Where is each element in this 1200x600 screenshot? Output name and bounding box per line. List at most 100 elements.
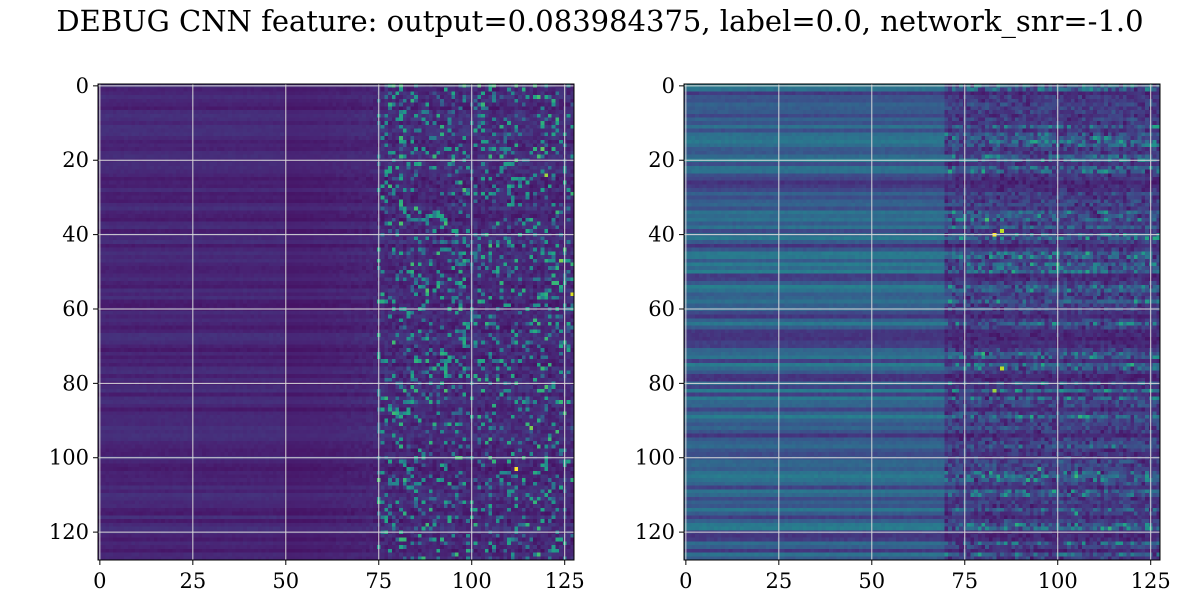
heatmap-cell <box>117 99 121 103</box>
heatmap-cell <box>384 95 388 99</box>
heatmap-cell <box>206 114 210 118</box>
heatmap-cell <box>396 95 400 99</box>
heatmap-cell <box>187 95 191 99</box>
heatmap-cell <box>143 110 147 114</box>
heatmap-cell <box>236 88 240 92</box>
heatmap-cell <box>462 95 466 99</box>
heatmap-cell <box>336 110 340 114</box>
heatmap-cell <box>314 106 318 110</box>
heatmap-cell <box>105 110 109 114</box>
heatmap-cell <box>403 110 407 114</box>
heatmap-cell <box>522 95 526 99</box>
heatmap-cell <box>187 103 191 107</box>
heatmap-cell <box>124 99 128 103</box>
heatmap-cell <box>481 103 485 107</box>
heatmap-cell <box>184 110 188 114</box>
heatmap-cell <box>351 103 355 107</box>
heatmap-cell <box>492 106 496 110</box>
heatmap-cell <box>154 114 158 118</box>
heatmap-cell <box>522 99 526 103</box>
heatmap-cell <box>113 114 117 118</box>
heatmap-cell <box>291 106 295 110</box>
heatmap-cell <box>303 106 307 110</box>
heatmap-cell <box>496 106 500 110</box>
heatmap-cell <box>392 106 396 110</box>
heatmap-cell <box>143 103 147 107</box>
heatmap-cell <box>158 114 162 118</box>
heatmap-cell <box>474 106 478 110</box>
heatmap-cell <box>139 103 143 107</box>
heatmap-cell <box>161 88 165 92</box>
heatmap-cell <box>243 106 247 110</box>
heatmap-cell <box>135 114 139 118</box>
heatmap-cells <box>98 84 574 560</box>
heatmap-cell <box>518 110 522 114</box>
heatmap-cell <box>228 88 232 92</box>
heatmap-cell <box>165 103 169 107</box>
heatmap-cell <box>217 91 221 95</box>
heatmap-cell <box>169 88 173 92</box>
heatmap-cell <box>291 110 295 114</box>
heatmap-cell <box>529 99 533 103</box>
heatmap-cell <box>198 106 202 110</box>
heatmap-cell <box>295 110 299 114</box>
heatmap-cell <box>548 95 552 99</box>
heatmap-cell <box>277 88 281 92</box>
heatmap-cell <box>120 106 124 110</box>
heatmap-cell <box>206 103 210 107</box>
heatmap-cell <box>258 88 262 92</box>
heatmap-cell <box>213 106 217 110</box>
heatmap-cell <box>213 103 217 107</box>
heatmap-cell <box>496 95 500 99</box>
heatmap-cell <box>425 99 429 103</box>
heatmap-cell <box>347 110 351 114</box>
heatmap-cell <box>492 95 496 99</box>
heatmap-cell <box>347 99 351 103</box>
heatmap-cell <box>373 106 377 110</box>
heatmap-cell <box>291 88 295 92</box>
heatmap-cell <box>477 103 481 107</box>
heatmap-cell <box>161 103 165 107</box>
heatmap-cell <box>466 91 470 95</box>
heatmap-cell <box>392 88 396 92</box>
heatmap-cell <box>210 88 214 92</box>
heatmap-cell <box>433 106 437 110</box>
heatmap-cell <box>250 99 254 103</box>
heatmap-cell <box>317 99 321 103</box>
heatmap-cell <box>269 95 273 99</box>
heatmap-cell <box>414 110 418 114</box>
heatmap-cell <box>314 95 318 99</box>
heatmap-cell <box>455 91 459 95</box>
heatmap-cell <box>436 110 440 114</box>
heatmap-cell <box>496 91 500 95</box>
heatmap-cell <box>247 110 251 114</box>
heatmap-cell <box>247 95 251 99</box>
heatmap-cell <box>477 91 481 95</box>
heatmap-cell <box>161 106 165 110</box>
heatmap-cell <box>522 110 526 114</box>
heatmap-cell <box>325 95 329 99</box>
heatmap-cell <box>388 106 392 110</box>
heatmap-cell <box>128 91 132 95</box>
heatmap-cell <box>407 110 411 114</box>
heatmap-cell <box>477 88 481 92</box>
heatmap-cell <box>135 95 139 99</box>
heatmap-cell <box>113 99 117 103</box>
heatmap-cell <box>247 88 251 92</box>
heatmap-cell <box>206 106 210 110</box>
heatmap-cell <box>165 95 169 99</box>
heatmap-cell <box>206 91 210 95</box>
heatmap-cell <box>492 99 496 103</box>
heatmap-cell <box>384 110 388 114</box>
heatmap-cell <box>180 114 184 118</box>
heatmap-cell <box>310 106 314 110</box>
heatmap-cell <box>202 103 206 107</box>
heatmap-cell <box>299 106 303 110</box>
heatmap-cell <box>485 88 489 92</box>
heatmap-cell <box>488 99 492 103</box>
heatmap-cell <box>351 95 355 99</box>
heatmap-cell <box>500 103 504 107</box>
heatmap-cell <box>280 91 284 95</box>
heatmap-cell <box>280 110 284 114</box>
heatmap-cell <box>555 106 559 110</box>
